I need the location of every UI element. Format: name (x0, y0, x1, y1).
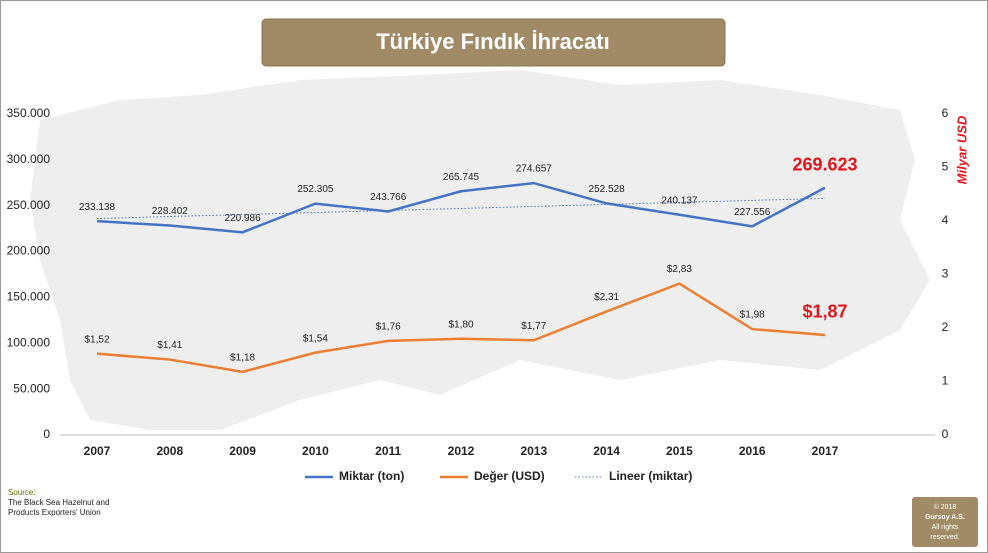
data-label: 240.137 (661, 195, 698, 206)
data-label: 252.528 (589, 184, 626, 195)
data-label: $1,87 (802, 302, 847, 322)
data-label: 220.986 (225, 213, 262, 224)
data-label: $1,41 (157, 340, 182, 351)
source-label: Source: (8, 488, 36, 497)
data-label: 265.745 (443, 172, 480, 183)
y-tick-label: 250.000 (7, 198, 51, 212)
y-tick-label: 0 (43, 427, 50, 441)
y2-axis-title: Milyar USD (954, 115, 969, 184)
data-label: $1,98 (740, 310, 765, 321)
copyright: All rights (932, 524, 959, 531)
x-tick-label: 2010 (302, 444, 329, 458)
legend-label: Lineer (miktar) (609, 469, 692, 483)
y2-tick-label: 1 (942, 374, 949, 388)
line (96, 181, 826, 234)
trend-line (96, 197, 826, 220)
data-label: $2,83 (667, 264, 692, 275)
y2-tick-label: 0 (942, 427, 949, 441)
data-label: $2,31 (594, 292, 619, 303)
data-label: 227.556 (734, 207, 771, 218)
data-label: $1,77 (521, 321, 546, 332)
y-tick-label: 50.000 (13, 381, 50, 395)
copyright-box (912, 497, 978, 547)
x-tick-label: 2013 (520, 444, 547, 458)
map-background (30, 70, 930, 430)
copyright: reserved. (930, 534, 959, 541)
legend-label: Değer (USD) (474, 469, 545, 483)
x-tick-label: 2012 (448, 444, 475, 458)
y2-tick-label: 2 (942, 320, 949, 334)
x-tick-label: 2007 (84, 444, 111, 458)
y-tick-label: 200.000 (7, 244, 51, 258)
x-tick-label: 2016 (739, 444, 766, 458)
x-tick-label: 2008 (156, 444, 183, 458)
y-tick-label: 100.000 (7, 335, 51, 349)
copyright: © 2018 (934, 503, 957, 511)
x-tick-label: 2009 (229, 444, 256, 458)
line (96, 282, 826, 374)
y2-tick-label: 4 (942, 213, 949, 227)
data-label: 252.305 (297, 184, 334, 195)
y2-tick-label: 5 (942, 160, 949, 174)
title-box (261, 18, 726, 67)
x-tick-label: 2017 (812, 444, 839, 458)
y2-tick-label: 6 (942, 106, 949, 120)
y-tick-label: 150.000 (7, 290, 51, 304)
source-text: The Black Sea Hazelnut and (8, 498, 109, 507)
chart-title: Türkiye Fındık İhracatı (376, 29, 610, 54)
x-tick-label: 2015 (666, 444, 693, 458)
data-label: $1,76 (376, 321, 401, 332)
source-text: Products Exporters' Union (8, 508, 101, 517)
data-label: 228.402 (152, 206, 189, 217)
copyright: Gursoy A.S. (925, 514, 965, 521)
data-label: 233.138 (79, 202, 116, 213)
data-label: 243.766 (370, 192, 407, 203)
y-tick-label: 350.000 (7, 106, 51, 120)
legend-label: Miktar (ton) (339, 469, 404, 483)
data-label: $1,18 (230, 353, 255, 364)
data-label: $1,52 (84, 334, 109, 345)
x-tick-label: 2011 (375, 444, 401, 458)
x-tick-label: 2014 (593, 444, 620, 458)
data-label: $1,80 (448, 319, 473, 330)
y2-tick-label: 3 (942, 267, 949, 281)
data-label: 269.623 (792, 154, 857, 174)
data-label: 274.657 (516, 164, 553, 175)
y-tick-label: 300.000 (7, 152, 51, 166)
data-label: $1,54 (303, 333, 328, 344)
